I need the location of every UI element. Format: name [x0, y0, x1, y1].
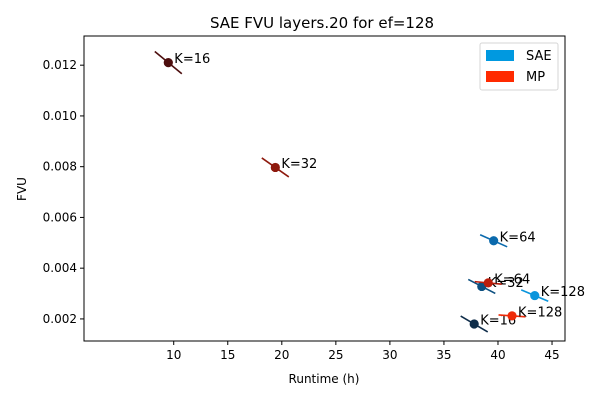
y-axis-label: FVU — [15, 177, 29, 201]
y-tick-label: 0.012 — [43, 58, 77, 72]
x-tick-label: 45 — [544, 348, 559, 362]
mp-legend-label: MP — [526, 70, 545, 85]
x-axis-label: Runtime (h) — [289, 372, 360, 386]
sae-legend-label: SAE — [526, 49, 552, 64]
sae-point — [489, 236, 499, 246]
legend: SAE MP — [479, 42, 559, 91]
y-tick-label: 0.006 — [43, 210, 77, 224]
y-tick-label: 0.004 — [43, 261, 77, 275]
x-tick-label: 20 — [274, 348, 289, 362]
x-tick-label: 10 — [166, 348, 181, 362]
x-tick-label: 35 — [436, 348, 451, 362]
plot-frame — [83, 35, 566, 342]
sae-point — [469, 319, 479, 329]
y-tick-label: 0.010 — [43, 109, 77, 123]
sae-point-label: K=16 — [480, 313, 516, 328]
mp-point — [507, 311, 517, 321]
chart-title: SAE FVU layers.20 for ef=128 — [210, 14, 434, 32]
sae-point — [530, 290, 540, 301]
mp-legend-swatch — [486, 71, 514, 82]
mp-point — [163, 58, 173, 68]
sae-point-label: K=64 — [500, 230, 536, 245]
mp-point — [270, 162, 280, 173]
sae-point-label: K=128 — [541, 285, 585, 300]
x-tick-label: 30 — [382, 348, 397, 362]
mp-point-label: K=64 — [494, 272, 530, 287]
mp-point-label: K=16 — [174, 52, 210, 67]
y-axis-ticks: 0.002 0.004 0.006 0.008 0.010 0.012 — [43, 58, 84, 326]
x-tick-label: 40 — [490, 348, 505, 362]
mp-point — [483, 278, 493, 288]
sae-point-label: K=32 — [488, 276, 524, 291]
mp-point-label: K=128 — [518, 305, 562, 320]
sae-legend-swatch — [486, 50, 514, 61]
y-tick-label: 0.008 — [43, 160, 77, 174]
x-tick-label: 25 — [328, 348, 343, 362]
x-axis-ticks: 10 15 20 25 30 35 40 45 — [166, 341, 560, 362]
x-tick-label: 15 — [220, 348, 235, 362]
mp-point-label: K=32 — [281, 157, 317, 172]
y-tick-label: 0.002 — [43, 312, 77, 326]
